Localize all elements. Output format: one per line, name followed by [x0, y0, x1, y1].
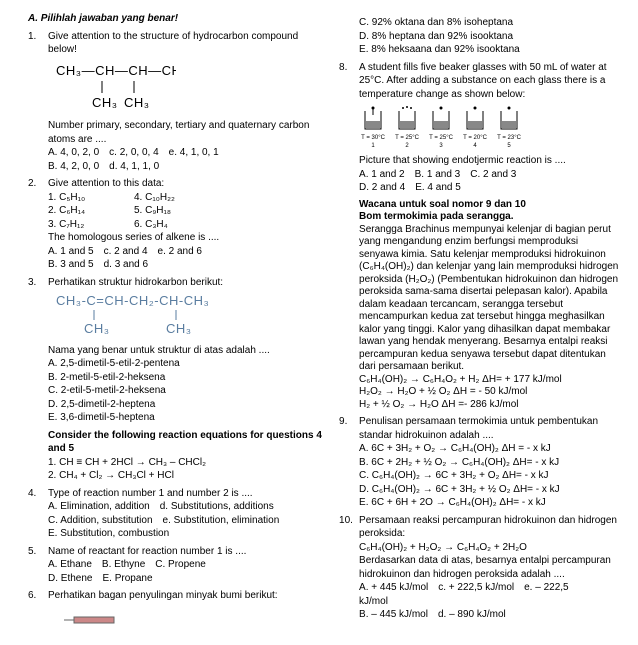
opt-b: B. 6C + 2H₂ + ½ O₂ → C₆H₄(OH)₂ ΔH= - x k…	[359, 456, 620, 470]
data-row: 1. C₅H₁₀4. C₁₀H₂₂	[48, 191, 323, 205]
opt-a: A. 6C + 3H₂ + O₂ → C₆H₄(OH)₂ ΔH = - x kJ	[359, 442, 620, 456]
q-number: 4.	[28, 487, 48, 541]
q-number: 8.	[339, 61, 359, 195]
eq3: H₂ + ½ O₂ → H₂O ΔH =- 286 kJ/mol	[359, 399, 620, 412]
q-text: Perhatikan bagan penyulingan minyak bumi…	[48, 589, 323, 603]
opt-b: B. 4, 2, 0, 0	[48, 160, 99, 174]
q-text: Perhatikan struktur hidrokarbon berikut:	[48, 276, 323, 290]
svg-text:CH₃-C=CH-CH₂-CH-CH₃: CH₃-C=CH-CH₂-CH-CH₃	[56, 293, 209, 308]
q-number: 1.	[28, 30, 48, 174]
q-text: Give attention to this data:	[48, 177, 323, 191]
chem-structure: CH₃—CH—CH—CH₃ CH₃ CH₃	[56, 63, 323, 118]
wacana-block: Wacana untuk soal nomor 9 dan 10 Bom ter…	[339, 199, 620, 412]
chem-structure: CH₃-C=CH-CH₂-CH-CH₃ CH₃ CH₃	[56, 293, 323, 342]
eq1: 1. CH ≡ CH + 2HCl → CH₃ – CHCl₂	[48, 456, 323, 470]
opt-d: D. C₆H₄(OH)₂ → 6C + 3H₂ + ½ O₂ ΔH= - x k…	[359, 483, 620, 497]
left-column: A. Pilihlah jawaban yang benar! 1. Give …	[28, 12, 323, 633]
eq1: C₆H₄(OH)₂ → C₆H₄O₂ + H₂ ΔH= + 177 kJ/mol	[359, 374, 620, 387]
eq2: 2. CH₄ + Cl₂ → CH₃Cl + HCl	[48, 469, 323, 483]
svg-text:CH₃—CH—CH—CH₃: CH₃—CH—CH—CH₃	[56, 63, 176, 78]
right-column: C. 92% oktana dan 8% isoheptana D. 8% he…	[339, 12, 620, 633]
beaker-3: T = 25°C 3	[427, 105, 455, 150]
question-8: 8. A student fills five beaker glasses w…	[339, 61, 620, 195]
section-header: A. Pilihlah jawaban yang benar!	[28, 12, 323, 26]
data-row: 3. C₇H₁₂6. C₃H₄	[48, 218, 323, 232]
q-number: 6.	[28, 589, 48, 633]
structure-svg: CH₃—CH—CH—CH₃ CH₃ CH₃	[56, 63, 176, 113]
distillation-diagram	[54, 607, 323, 632]
page: A. Pilihlah jawaban yang benar! 1. Give …	[0, 0, 638, 645]
q-text2: The homologous series of alkene is ....	[48, 231, 323, 245]
svg-text:CH₃: CH₃	[166, 321, 192, 336]
opt-c: C. 92% oktana dan 8% isoheptana	[359, 16, 620, 30]
opt-c: C. C₆H₄(OH)₂ → 6C + 3H₂ + O₂ ΔH= - x kJ	[359, 469, 620, 483]
wacana-subtitle: Bom termokimia pada serangga.	[359, 211, 620, 224]
q-text2: Nama yang benar untuk struktur di atas a…	[48, 344, 323, 358]
data-row: 2. C₆H₁₄5. C₉H₁₈	[48, 204, 323, 218]
opt-d: D. 2,5-dimetil-2-heptena	[48, 398, 323, 412]
q-number: 2.	[28, 177, 48, 272]
eq2: H₂O₂ → H₂O + ½ O₂ ΔH = - 50 kJ/mol	[359, 386, 620, 399]
beaker-4: T = 20°C 4	[461, 105, 489, 150]
q-number: 10.	[339, 514, 359, 622]
opt-c: c. 2, 0, 0, 4	[109, 146, 158, 160]
eq: C₆H₄(OH)₂ + H₂O₂ → C₆H₄O₂ + 2H₂O	[359, 541, 620, 555]
beaker-row: T = 30°C 1 T = 25°C 2 T = 25°C 3	[359, 105, 620, 150]
question-10: 10. Persamaan reaksi percampuran hidroku…	[339, 514, 620, 622]
opt-row: B. 4, 2, 0, 0 d. 4, 1, 1, 0	[48, 160, 323, 174]
beaker-2: T = 25°C 2	[393, 105, 421, 150]
opt-b: B. 2-metil-5-etil-2-heksena	[48, 371, 323, 385]
opt-d: d. 4, 1, 1, 0	[109, 160, 159, 174]
q-text: Give attention to the structure of hydro…	[48, 30, 323, 57]
wacana-body: Serangga Brachinus mempunyai kelenjar di…	[359, 224, 620, 374]
svg-text:CH₃: CH₃	[92, 95, 118, 110]
beaker-5: T = 23°C 5	[495, 105, 523, 150]
structure-svg: CH₃-C=CH-CH₂-CH-CH₃ CH₃ CH₃	[56, 293, 226, 337]
opt-c: C. 2-etil-5-metil-2-heksena	[48, 384, 323, 398]
question-1: 1. Give attention to the structure of hy…	[28, 30, 323, 174]
q-body: Perhatikan struktur hidrokarbon berikut:…	[48, 276, 323, 425]
q-body: Give attention to the structure of hydro…	[48, 30, 323, 174]
opt-e: E. 8% heksaana dan 92% isooktana	[359, 43, 620, 57]
opt-e: E. 6C + 6H + 2O → C₆H₄(OH)₂ ΔH= - x kJ	[359, 496, 620, 510]
opt-e: E. 3,6-dimetil-5-heptena	[48, 411, 323, 425]
question-3: 3. Perhatikan struktur hidrokarbon berik…	[28, 276, 323, 425]
opt-a: A. 2,5-dimetil-5-etil-2-pentena	[48, 357, 323, 371]
question-9: 9. Penulisan persamaan termokimia untuk …	[339, 415, 620, 510]
opt-row: A. 4, 0, 2, 0 c. 2, 0, 0, 4 e. 4, 1, 0, …	[48, 146, 323, 160]
q45-header: Consider the following reaction equation…	[48, 429, 323, 456]
q-number: 3.	[28, 276, 48, 425]
q-text2: Picture that showing endotjermic reactio…	[359, 154, 620, 168]
q-text: Type of reaction number 1 and number 2 i…	[48, 487, 323, 501]
q-text2: Berdasarkan data di atas, besarnya ental…	[359, 554, 620, 581]
q45-intro: Consider the following reaction equation…	[28, 429, 323, 483]
q-text2: Number primary, secondary, tertiary and …	[48, 119, 323, 146]
opt-d: D. 8% heptana dan 92% isooktana	[359, 30, 620, 44]
question-2: 2. Give attention to this data: 1. C₅H₁₀…	[28, 177, 323, 272]
beaker-1: T = 30°C 1	[359, 105, 387, 150]
svg-text:CH₃: CH₃	[124, 95, 150, 110]
q-text: Name of reactant for reaction number 1 i…	[48, 545, 323, 559]
q-number: 9.	[339, 415, 359, 510]
question-7-opts: C. 92% oktana dan 8% isoheptana D. 8% he…	[339, 16, 620, 57]
q-text: Penulisan persamaan termokimia untuk pem…	[359, 415, 620, 442]
q-text: A student fills five beaker glasses with…	[359, 61, 620, 102]
wacana-title: Wacana untuk soal nomor 9 dan 10	[359, 199, 620, 212]
opt-e: e. 4, 1, 0, 1	[169, 146, 219, 160]
question-6: 6. Perhatikan bagan penyulingan minyak b…	[28, 589, 323, 633]
q-number: 5.	[28, 545, 48, 586]
question-5: 5. Name of reactant for reaction number …	[28, 545, 323, 586]
svg-text:CH₃: CH₃	[84, 321, 110, 336]
q-body: Give attention to this data: 1. C₅H₁₀4. …	[48, 177, 323, 272]
opt-row: B. 3 and 5d. 3 and 6	[48, 258, 323, 272]
q-text: Persamaan reaksi percampuran hidrokuinon…	[359, 514, 620, 541]
opt-row: A. 1 and 5c. 2 and 4e. 2 and 6	[48, 245, 323, 259]
opt-a: A. 4, 0, 2, 0	[48, 146, 99, 160]
question-4: 4. Type of reaction number 1 and number …	[28, 487, 323, 541]
